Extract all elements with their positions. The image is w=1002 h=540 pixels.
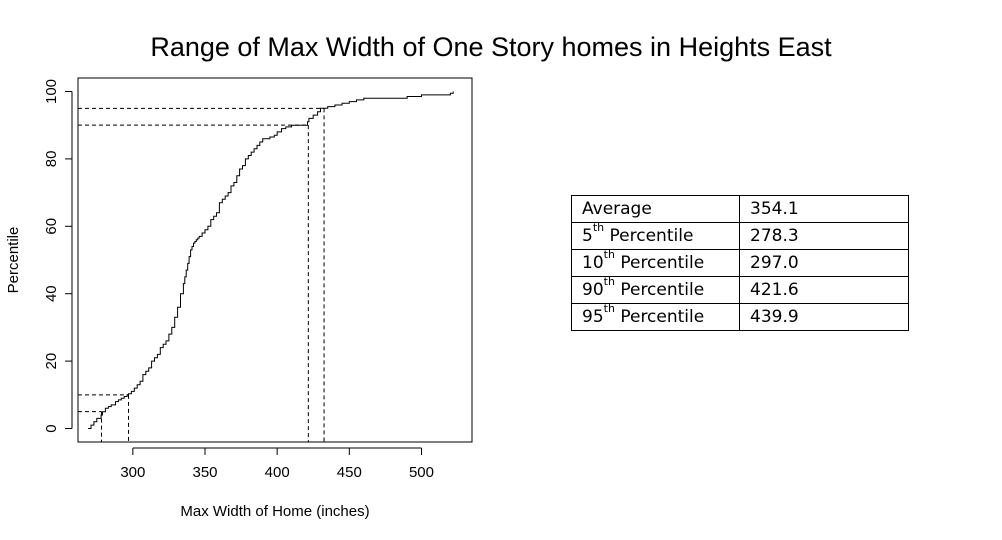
stats-row: 95th Percentile 439.9 [571, 303, 909, 331]
chart-title: Range of Max Width of One Story homes in… [150, 32, 832, 62]
stats-value: 439.9 [739, 303, 909, 331]
stats-label: Average [571, 195, 740, 223]
y-tick-label: 60 [43, 218, 60, 235]
stats-value: 421.6 [739, 276, 909, 304]
stats-label: 90th Percentile [571, 276, 740, 304]
y-tick-label: 40 [43, 285, 60, 302]
y-tick-label: 0 [43, 424, 60, 432]
y-axis: 0 20 40 60 80 100 [43, 79, 73, 433]
stats-label: 10th Percentile [571, 249, 740, 277]
x-tick-label: 450 [337, 464, 362, 481]
stats-value: 297.0 [739, 249, 909, 277]
stats-value: 278.3 [739, 222, 909, 250]
y-tick-label: 100 [43, 79, 60, 104]
x-axis-label: Max Width of Home (inches) [180, 503, 369, 520]
y-tick-label: 80 [43, 151, 60, 168]
percentile-reference-lines [78, 107, 325, 442]
plot-frame [77, 77, 473, 443]
y-axis-label: Percentile [5, 227, 22, 294]
stats-row: 5th Percentile 278.3 [571, 222, 909, 250]
stats-row: 10th Percentile 297.0 [571, 249, 909, 277]
x-tick-label: 300 [120, 464, 145, 481]
stats-row: Average 354.1 [571, 195, 909, 223]
x-tick-label: 400 [265, 464, 290, 481]
x-tick-label: 500 [409, 464, 434, 481]
stats-value: 354.1 [739, 195, 909, 223]
y-tick-label: 20 [43, 353, 60, 370]
x-axis: 300 350 400 450 500 [120, 447, 434, 481]
percentile-stats-table: Average 354.1 5th Percentile 278.3 10th Perc… [571, 195, 909, 331]
ecdf-step-line [88, 91, 454, 429]
stats-row: 90th Percentile 421.6 [571, 276, 909, 304]
stats-label: 5th Percentile [571, 222, 740, 250]
stats-label: 95th Percentile [571, 303, 740, 331]
x-tick-label: 350 [192, 464, 217, 481]
